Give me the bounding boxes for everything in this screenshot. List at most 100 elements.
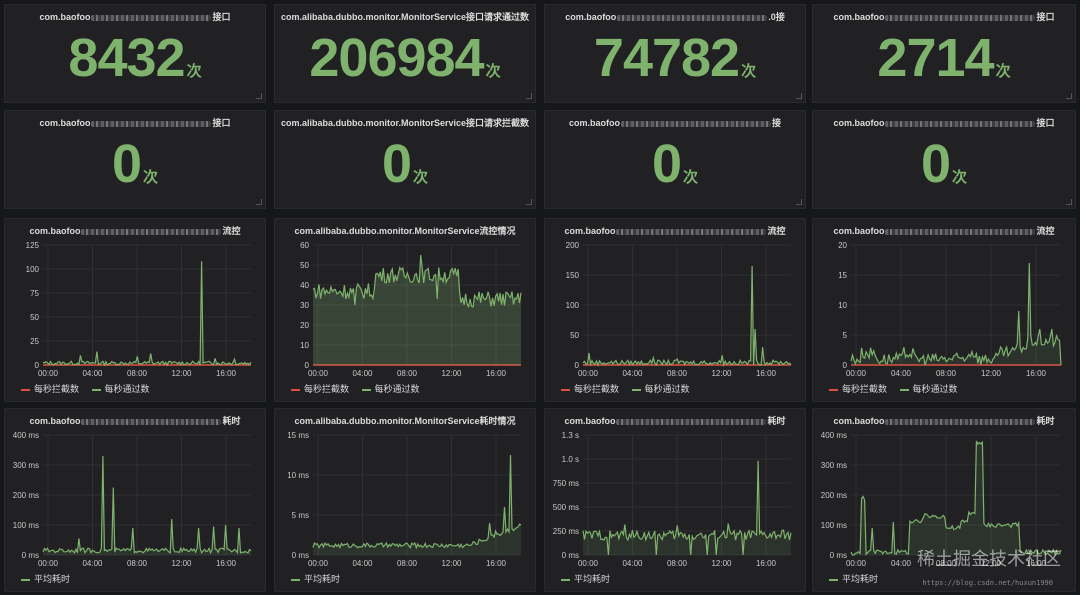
- x-tick-label: 04:00: [82, 559, 103, 568]
- graph-panel-latency-2[interactable]: com.alibaba.dubbo.monitor.MonitorService…: [274, 408, 536, 592]
- panel-title: com.baofoo: [833, 12, 885, 22]
- y-tick-label: 200: [566, 241, 580, 250]
- y-tick-label: 20: [838, 241, 847, 250]
- x-tick-label: 04:00: [82, 369, 103, 378]
- graph-panel-latency-1[interactable]: com.baofoo 耗时 0 ms 100 ms 200 ms 300 ms 400 m…: [4, 408, 266, 592]
- series-area: [313, 455, 521, 555]
- graph-panel-flow-3[interactable]: com.baofoo 流控 0 50 100 150 200 00:00 04:00 08:00…: [544, 218, 806, 402]
- y-tick-label: 100: [26, 265, 40, 274]
- y-tick-label: 50: [30, 313, 39, 322]
- resize-handle[interactable]: [796, 199, 802, 205]
- y-tick-label: 60: [300, 241, 309, 250]
- series-area: [43, 261, 251, 365]
- flow-chart[interactable]: 0 10 20 30 40 50 60 00:00 04:00 08:00 12:00 16:00: [275, 219, 536, 402]
- y-tick-label: 750 ms: [553, 479, 579, 488]
- stat-panel-pass-1[interactable]: com.baofoo 接口 8432 次: [4, 4, 266, 103]
- x-tick-label: 16:00: [216, 559, 237, 568]
- series-line-pass: [42, 455, 252, 555]
- latency-chart[interactable]: 0 ms 100 ms 200 ms 300 ms 400 ms 00:00 04:00 08…: [813, 409, 1076, 592]
- redacted-text: [885, 418, 1036, 425]
- series-area: [851, 441, 1061, 555]
- x-tick-label: 08:00: [397, 369, 418, 378]
- flow-chart[interactable]: 0 5 10 15 20 00:00 04:00 08:00 12:00 16:00: [813, 219, 1076, 402]
- x-tick-label: 12:00: [711, 559, 732, 568]
- y-tick-label: 50: [570, 331, 579, 340]
- stat-panel-pass-3[interactable]: com.baofoo .0接 74782 次: [544, 4, 806, 103]
- resize-handle[interactable]: [1066, 199, 1072, 205]
- legend-item-pass[interactable]: 每秒通过数: [899, 384, 958, 394]
- legend-item-block[interactable]: 每秒拦截数: [291, 384, 349, 394]
- legend-item-block[interactable]: 每秒拦截数: [21, 384, 79, 394]
- x-tick-label: 04:00: [352, 369, 373, 378]
- series-line-pass: [42, 261, 252, 367]
- latency-chart[interactable]: 0 ms 100 ms 200 ms 300 ms 400 ms 00:00 04:00 08…: [5, 409, 266, 592]
- y-tick-label: 0 ms: [22, 551, 39, 560]
- y-tick-label: 150: [566, 271, 580, 280]
- resize-handle[interactable]: [256, 199, 262, 205]
- panel-title: com.baofoo: [833, 416, 885, 426]
- panel-title: com.baofoo: [568, 118, 620, 128]
- panel-title: com.baofoo: [564, 226, 616, 236]
- resize-handle[interactable]: [526, 93, 532, 99]
- x-tick-label: 12:00: [711, 369, 732, 378]
- y-tick-label: 30: [300, 301, 309, 310]
- series-line-pass: [582, 460, 792, 556]
- x-tick-label: 00:00: [846, 559, 867, 568]
- flow-chart[interactable]: 0 50 100 150 200 00:00 04:00 08:00 12:00 16:00: [545, 219, 806, 402]
- x-tick-label: 16:00: [216, 369, 237, 378]
- latency-chart[interactable]: 0 ms 5 ms 10 ms 15 ms 00:00 04:00 08:00 12:00 16…: [275, 409, 536, 592]
- x-tick-label: 04:00: [622, 369, 643, 378]
- y-tick-label: 1.0 s: [562, 455, 579, 464]
- legend-item-pass[interactable]: 每秒通过数: [361, 384, 420, 394]
- series-line-pass: [582, 265, 792, 367]
- legend-item-avg[interactable]: 平均耗时: [561, 574, 610, 584]
- y-tick-label: 15 ms: [287, 431, 309, 440]
- stat-value: 2714 次: [877, 28, 1011, 88]
- legend-item-pass[interactable]: 每秒通过数: [91, 384, 150, 394]
- chart-legend: 每秒拦截数 每秒通过数: [291, 382, 430, 395]
- redacted-text: [81, 228, 222, 235]
- graph-panel-latency-4[interactable]: com.baofoo 耗时 0 ms 100 ms 200 ms 300 ms 400 m…: [812, 408, 1076, 592]
- x-tick-label: 04:00: [891, 559, 912, 568]
- legend-item-block[interactable]: 每秒拦截数: [829, 384, 887, 394]
- y-tick-label: 0: [35, 361, 40, 370]
- flow-chart[interactable]: 0 25 50 75 100 125 00:00 04:00 08:00 12:00 16:00: [5, 219, 266, 402]
- legend-item-avg[interactable]: 平均耗时: [829, 574, 878, 584]
- y-tick-label: 15: [838, 271, 847, 280]
- stat-panel-pass-2[interactable]: com.alibaba.dubbo.monitor.MonitorService…: [274, 4, 536, 103]
- resize-handle[interactable]: [256, 93, 262, 99]
- graph-panel-flow-1[interactable]: com.baofoo 流控 0 25 50 75 100 125 00:00 04:00 08:0…: [4, 218, 266, 402]
- redacted-text: [885, 120, 1036, 127]
- resize-handle[interactable]: [1066, 93, 1072, 99]
- stat-panel-block-2[interactable]: com.alibaba.dubbo.monitor.MonitorService…: [274, 110, 536, 209]
- panel-title: com.baofoo: [29, 416, 81, 426]
- panel-title: com.alibaba.dubbo.monitor.MonitorService…: [280, 12, 530, 22]
- panel-title: com.baofoo: [833, 118, 885, 128]
- resize-handle[interactable]: [526, 199, 532, 205]
- redacted-text: [885, 228, 1036, 235]
- x-tick-label: 00:00: [38, 369, 59, 378]
- x-tick-label: 00:00: [578, 369, 599, 378]
- legend-item-block[interactable]: 每秒拦截数: [561, 384, 619, 394]
- y-tick-label: 40: [300, 281, 309, 290]
- stat-panel-pass-4[interactable]: com.baofoo 接口 2714 次: [812, 4, 1076, 103]
- legend-item-avg[interactable]: 平均耗时: [21, 574, 70, 584]
- latency-chart[interactable]: 0 ms 250 ms 500 ms 750 ms 1.0 s 1.3 s 00:00 04:…: [545, 409, 806, 592]
- resize-handle[interactable]: [796, 93, 802, 99]
- panel-title: com.alibaba.dubbo.monitor.MonitorService…: [294, 226, 516, 236]
- x-tick-label: 16:00: [756, 559, 777, 568]
- legend-item-pass[interactable]: 每秒通过数: [631, 384, 690, 394]
- graph-panel-latency-3[interactable]: com.baofoo 耗时 0 ms 250 ms 500 ms 750 ms 1.0 s…: [544, 408, 806, 592]
- graph-panel-flow-2[interactable]: com.alibaba.dubbo.monitor.MonitorService…: [274, 218, 536, 402]
- legend-item-avg[interactable]: 平均耗时: [291, 574, 340, 584]
- graph-panel-flow-4[interactable]: com.baofoo 流控 0 5 10 15 20 00:00 04:00 08:00 12:0…: [812, 218, 1076, 402]
- x-tick-label: 12:00: [981, 559, 1002, 568]
- stat-value: 8432 次: [68, 28, 202, 88]
- chart-legend: 平均耗时: [21, 572, 80, 585]
- y-tick-label: 100 ms: [13, 521, 39, 530]
